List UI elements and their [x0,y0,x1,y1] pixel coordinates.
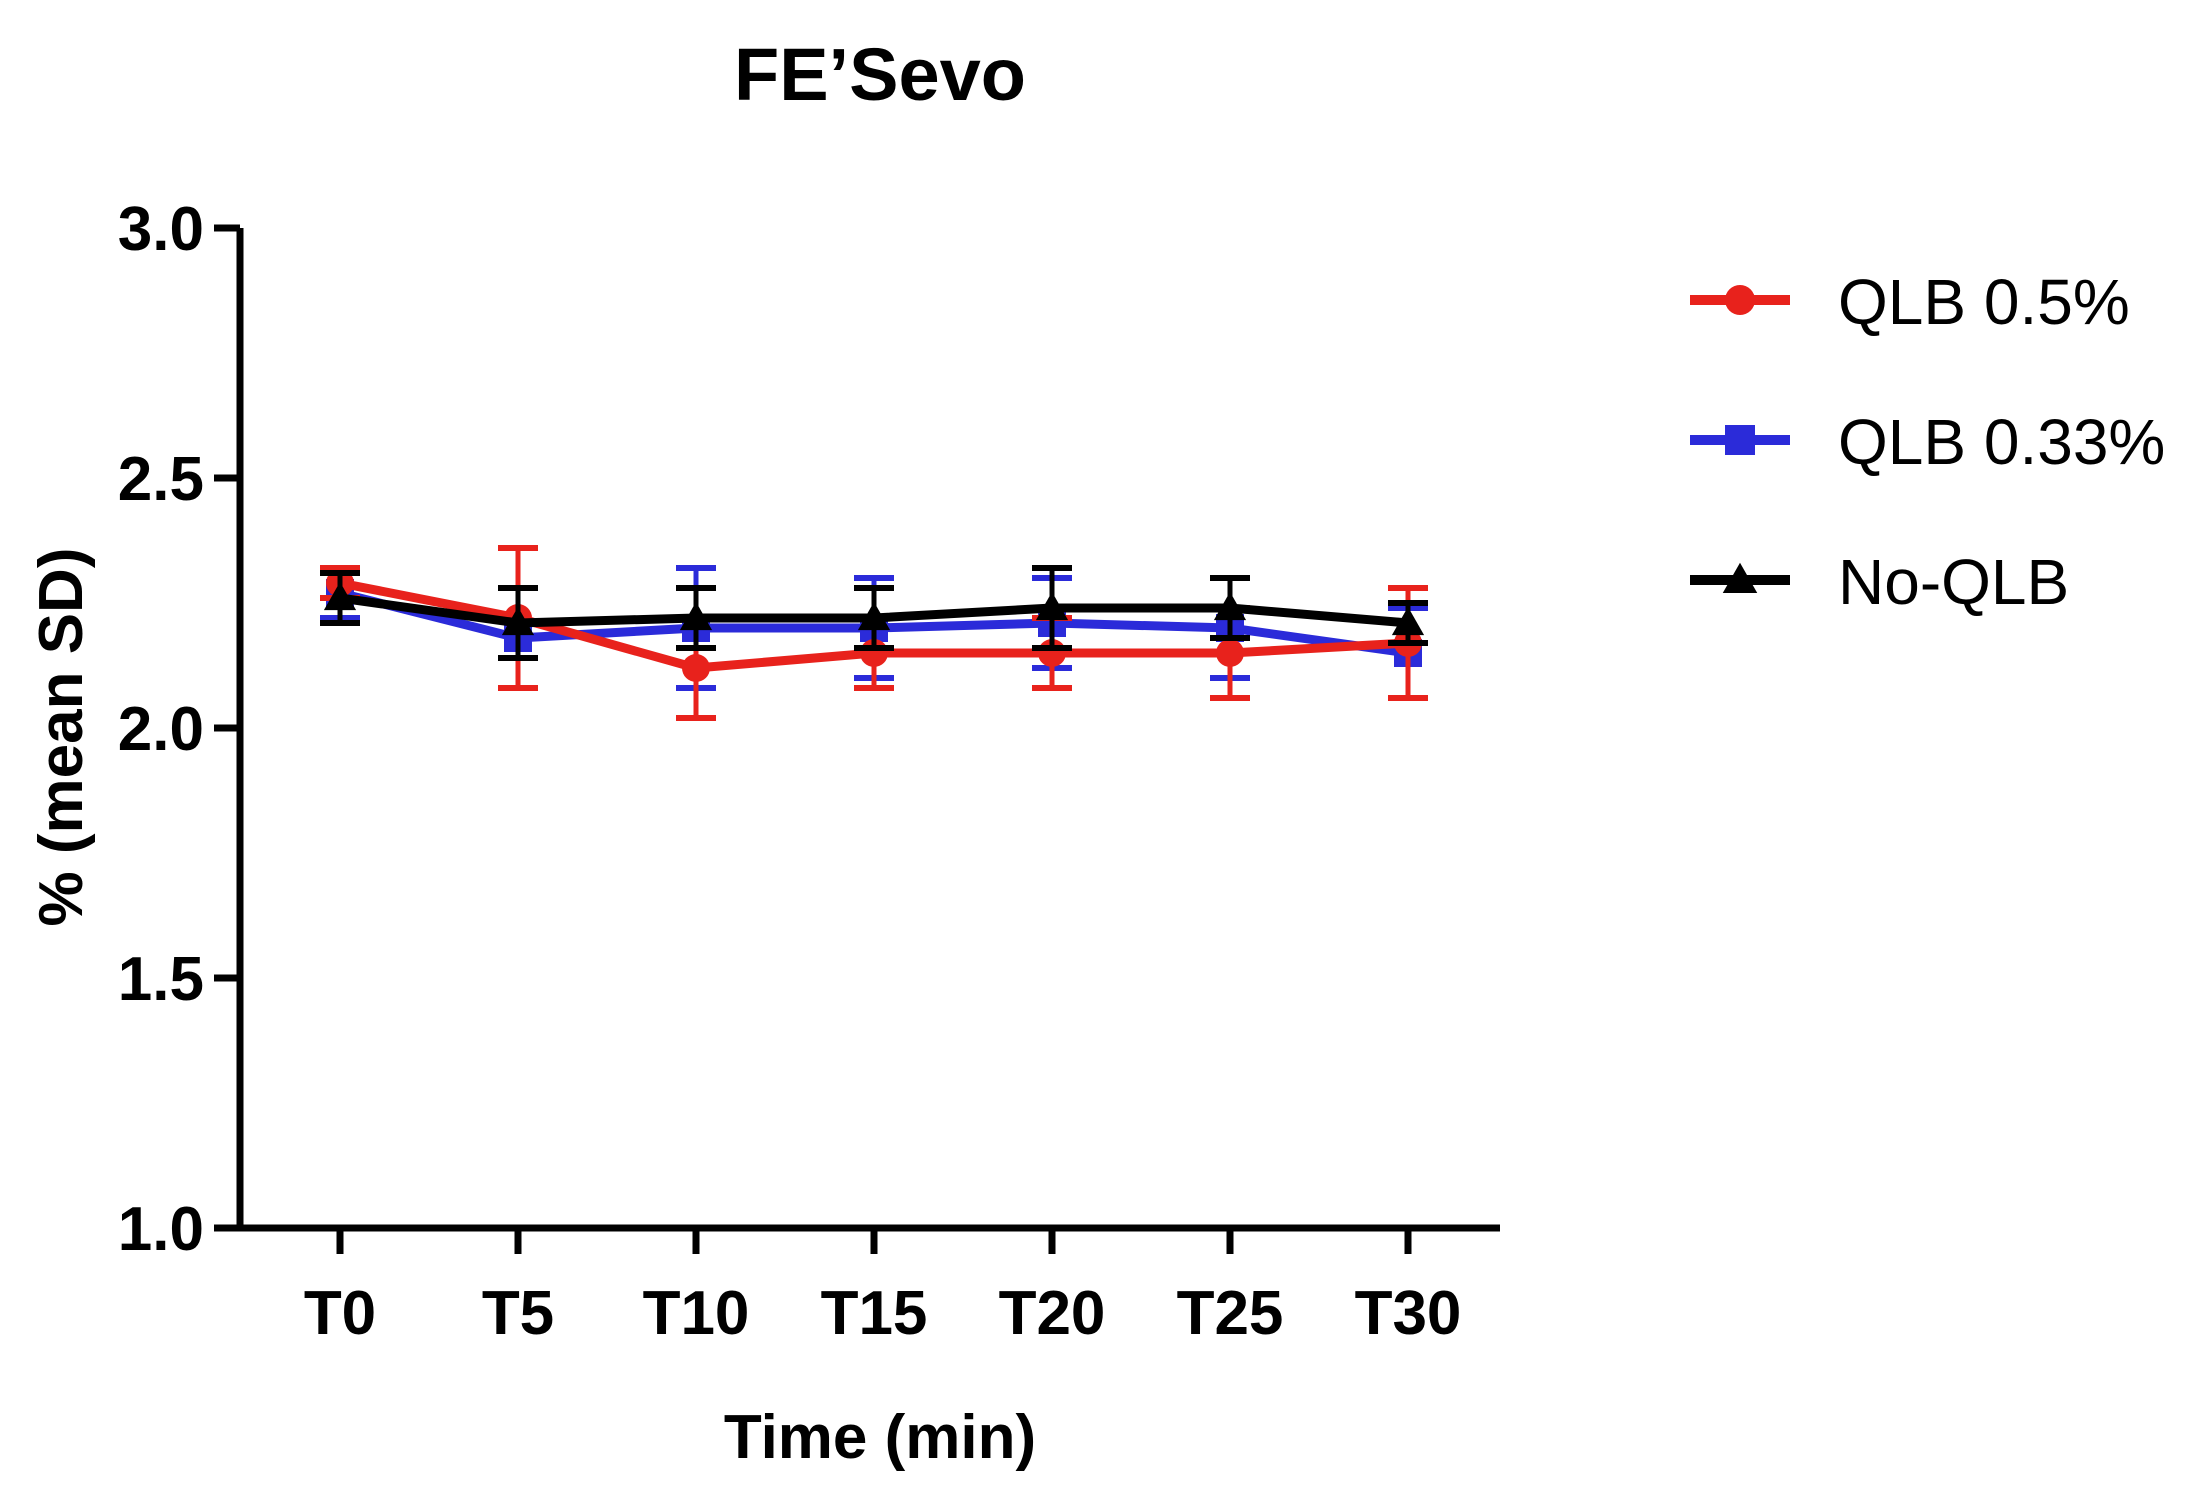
data-point [323,581,357,611]
x-tick-label: T20 [999,1279,1106,1348]
legend-swatch-marker [1722,562,1758,593]
data-point [1216,639,1244,667]
data-point [1035,591,1069,621]
x-tick-label: T10 [643,1279,750,1348]
legend-item-qlb-0-5-: QLB 0.5% [1690,266,2130,338]
x-tick-label: T25 [1177,1279,1284,1348]
legend-swatch-marker [1725,285,1755,315]
axes [236,228,1500,1232]
x-tick-label: T15 [821,1279,928,1348]
data-point [501,606,535,636]
x-axis-label: Time (min) [724,1403,1036,1472]
series-no-qlb [320,565,1428,661]
series-layer [320,545,1428,721]
legend-swatch-marker [1725,425,1755,455]
legend-label: No-QLB [1838,546,2069,618]
chart-title: FE’Sevo [734,33,1026,116]
data-point [682,654,710,682]
legend-label: QLB 0.5% [1838,266,2130,338]
data-point [1391,606,1425,636]
ticks: 1.0 1.5 2.0 2.5 3.0 T0 T5 T10 T15 T20 T25 T30 [118,195,1462,1348]
data-point [857,601,891,631]
legend-label: QLB 0.33% [1838,406,2165,478]
legend-item-qlb-0-33-: QLB 0.33% [1690,406,2165,478]
data-point [1213,591,1247,621]
y-tick-label: 2.0 [118,695,204,764]
x-tick-label: T5 [482,1279,554,1348]
x-tick-label: T0 [304,1279,376,1348]
y-tick-label: 3.0 [118,195,204,264]
x-tick-label: T30 [1355,1279,1462,1348]
legend-item-no-qlb: No-QLB [1690,546,2069,618]
y-tick-label: 2.5 [118,445,204,514]
legend: QLB 0.5% QLB 0.33% No-QLB [1690,266,2165,618]
y-tick-label: 1.5 [118,945,204,1014]
data-point [679,601,713,631]
y-axis-label: % (mean SD) [27,548,96,927]
y-tick-label: 1.0 [118,1195,204,1264]
